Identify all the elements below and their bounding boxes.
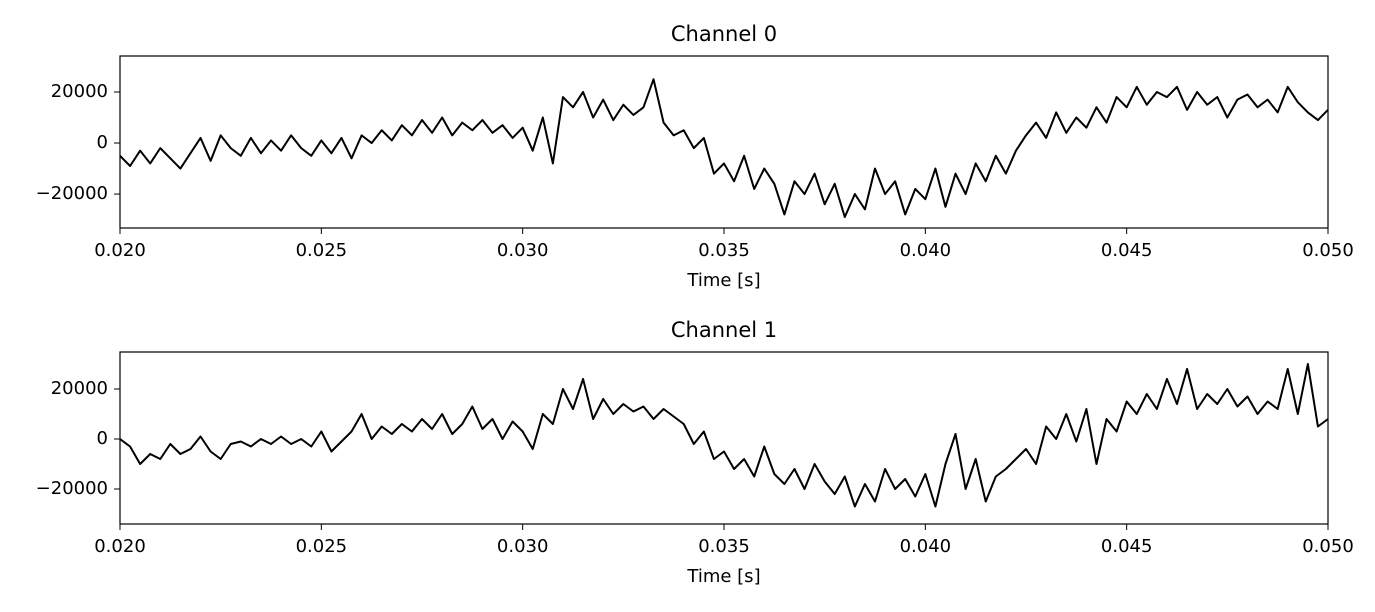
chart-title: Channel 0 [671,22,777,46]
x-tick-label: 0.040 [900,536,952,557]
x-tick-label: 0.035 [698,536,750,557]
y-tick-label: −20000 [36,183,108,204]
x-tick-label: 0.030 [497,536,549,557]
x-tick-label: 0.035 [698,240,750,261]
x-axis-label: Time [s] [686,566,760,587]
x-tick-label: 0.040 [900,240,952,261]
axes-frame [119,55,1329,229]
y-tick-label: 20000 [51,378,108,399]
x-tick-label: 0.030 [497,240,549,261]
x-axis-label: Time [s] [686,270,760,291]
x-tick-label: 0.045 [1101,536,1153,557]
x-tick-label: 0.020 [94,536,146,557]
x-tick-label: 0.020 [94,240,146,261]
y-tick-label: 0 [97,428,108,449]
y-tick-label: 20000 [51,81,108,102]
signal-line [119,78,1329,219]
x-tick-label: 0.050 [1302,240,1354,261]
x-tick-label: 0.050 [1302,536,1354,557]
x-tick-label: 0.045 [1101,240,1153,261]
chart-title: Channel 1 [671,318,777,342]
x-tick-label: 0.025 [296,536,348,557]
signal-line [119,363,1329,508]
y-tick-label: −20000 [36,478,108,499]
y-tick-label: 0 [97,132,108,153]
x-tick-label: 0.025 [296,240,348,261]
